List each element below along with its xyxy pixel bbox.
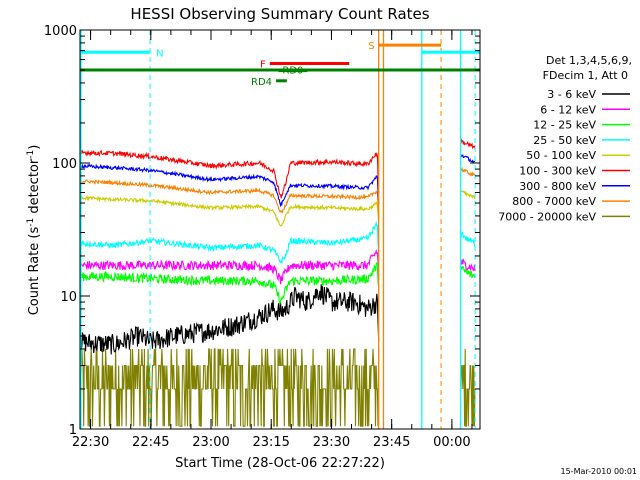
series-line-7000to20000keV <box>80 348 476 427</box>
series-line-50to100keV <box>80 189 476 227</box>
series-line-6to12keV <box>80 248 476 285</box>
y-axis-label: Count Rate (s-1 detector-1) <box>26 145 42 316</box>
series-line-300to800keV <box>80 153 476 208</box>
legend-label: 800 - 7000 keV <box>512 195 596 208</box>
y-tick-label: 100 <box>52 157 77 172</box>
chart-title: HESSI Observing Summary Count Rates <box>130 5 429 23</box>
y-tick-label: 10 <box>60 290 77 305</box>
x-tick-label: 22:30 <box>72 435 109 450</box>
flag-label-rd0: RD0 <box>282 66 303 77</box>
flag-label-s: S <box>368 41 374 52</box>
legend-label: 300 - 800 keV <box>519 180 596 193</box>
y-axis-label-main: Count Rate (s <box>27 227 42 316</box>
series-line-3to6keV <box>80 284 380 355</box>
x-tick-label: 23:15 <box>252 435 289 450</box>
series-line-25to50keV <box>80 220 476 264</box>
legend-label: 25 - 50 keV <box>533 134 596 147</box>
y-axis-label-mid: detector <box>27 158 42 218</box>
flag-label-rd4: RD4 <box>251 77 272 88</box>
legend-header-detectors: Det 1,3,4,5,6,9, <box>546 54 632 67</box>
x-axis-label: Start Time (28-Oct-06 22:27:22) <box>175 456 385 471</box>
series-line-800to7000keV <box>80 166 476 217</box>
y-axis-label-sup2: -1 <box>26 150 36 159</box>
footer-date: 15-Mar-2010 00:01 <box>561 467 638 476</box>
y-tick-label: 1000 <box>44 24 77 39</box>
x-tick-label: 22:45 <box>132 435 169 450</box>
y-axis-label-end: ) <box>27 145 42 150</box>
series-line-12to25keV <box>80 261 476 306</box>
x-axis: 22:30 22:45 23:00 23:15 23:30 23:45 00:00 <box>72 30 473 450</box>
flag-label-n: N <box>156 48 163 59</box>
y-axis: 1 10 100 1000 <box>44 24 480 438</box>
x-tick-label: 23:45 <box>373 435 410 450</box>
plot-area <box>80 30 480 429</box>
x-tick-label: 23:30 <box>313 435 350 450</box>
legend-label: 100 - 300 keV <box>519 165 596 178</box>
legend-entries: 3 - 6 keV 6 - 12 keV 12 - 25 keV 25 - 50 ke… <box>498 88 630 223</box>
legend-label: 6 - 12 keV <box>540 103 596 116</box>
y-tick-label: 1 <box>69 423 77 438</box>
y-axis-label-sup1: -1 <box>26 218 36 227</box>
legend: Det 1,3,4,5,6,9, FDecim 1, Att 0 3 - 6 k… <box>498 54 632 223</box>
x-tick-label: 00:00 <box>433 435 470 450</box>
legend-label: 3 - 6 keV <box>547 88 596 101</box>
legend-label: 50 - 100 keV <box>526 149 596 162</box>
legend-header-decim: FDecim 1, Att 0 <box>543 69 628 82</box>
flag-label-f: F <box>260 59 266 70</box>
legend-label: 12 - 25 keV <box>533 119 596 132</box>
legend-label: 7000 - 20000 keV <box>498 210 596 223</box>
series-line-100to300keV <box>80 138 476 199</box>
plot-frame <box>79 29 481 430</box>
x-tick-label: 23:00 <box>192 435 229 450</box>
